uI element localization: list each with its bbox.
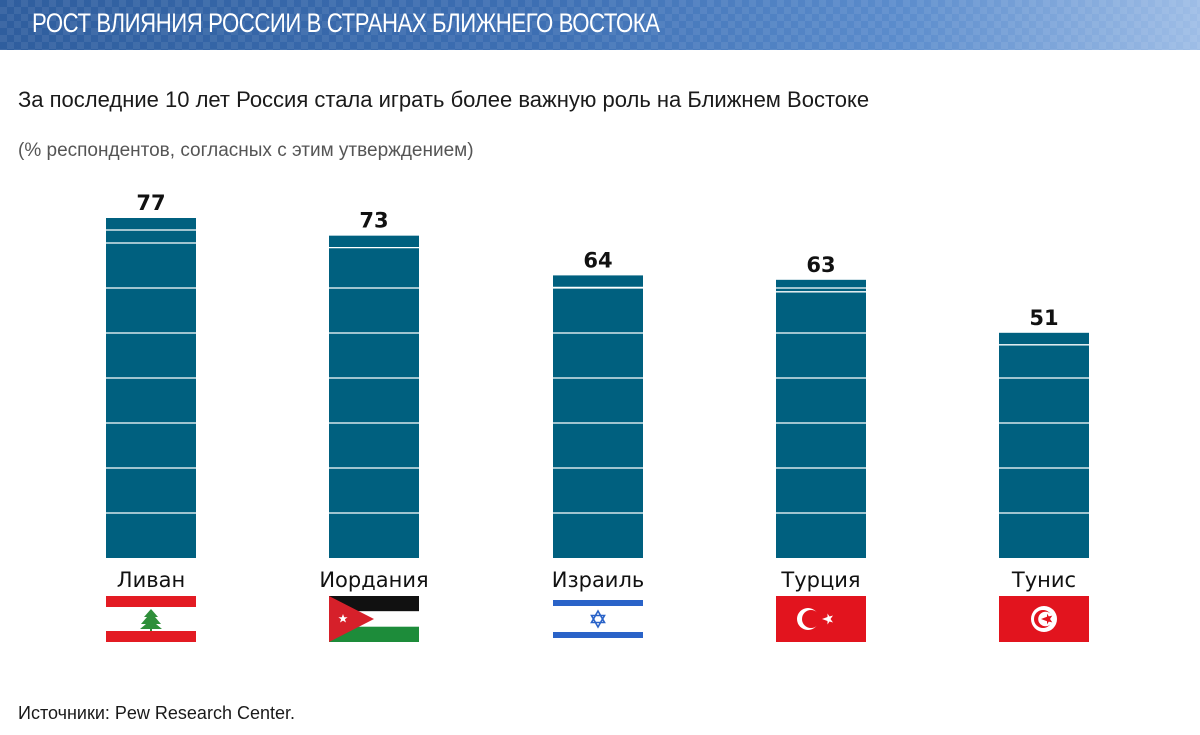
- category-label: Тунис: [1011, 568, 1076, 592]
- data-label: 63: [806, 253, 835, 277]
- chart-title: За последние 10 лет Россия стала играть …: [18, 87, 870, 112]
- bar: [999, 332, 1089, 558]
- data-label: 64: [583, 248, 612, 272]
- data-label: 73: [359, 209, 388, 233]
- bar: [329, 235, 419, 558]
- category-label: Израиль: [552, 568, 645, 592]
- bar-group: 73 Иордания: [319, 209, 428, 592]
- bar-group: 51 Тунис: [999, 306, 1089, 592]
- israel-flag-icon: [553, 596, 643, 642]
- header-banner: РОСТ ВЛИЯНИЯ РОССИИ В СТРАНАХ БЛИЖНЕГО В…: [0, 0, 1200, 50]
- bar: [106, 218, 196, 558]
- bar: [776, 279, 866, 558]
- tunisia-flag-icon: [999, 596, 1089, 642]
- turkey-flag-icon: [776, 596, 866, 642]
- bar-group: 64 Израиль: [552, 248, 645, 592]
- category-label: Ливан: [117, 568, 185, 592]
- page-title: РОСТ ВЛИЯНИЯ РОССИИ В СТРАНАХ БЛИЖНЕГО В…: [32, 8, 660, 38]
- bar-chart: 77 Ливан 73 Иордания 64 Израиль 63 Турция 51 Туни…: [106, 191, 1089, 592]
- chart-subtitle: (% респондентов, согласных с этим утверж…: [18, 140, 474, 161]
- data-label: 51: [1029, 306, 1058, 330]
- data-label: 77: [136, 191, 165, 215]
- source-note: Источники: Pew Research Center.: [18, 703, 295, 723]
- category-label: Турция: [780, 568, 860, 592]
- bar: [553, 275, 643, 558]
- jordan-flag-icon: [329, 596, 419, 642]
- lebanon-flag-icon: [106, 596, 196, 642]
- bar-group: 77 Ливан: [106, 191, 196, 592]
- category-label: Иордания: [319, 568, 428, 592]
- bar-group: 63 Турция: [776, 253, 866, 592]
